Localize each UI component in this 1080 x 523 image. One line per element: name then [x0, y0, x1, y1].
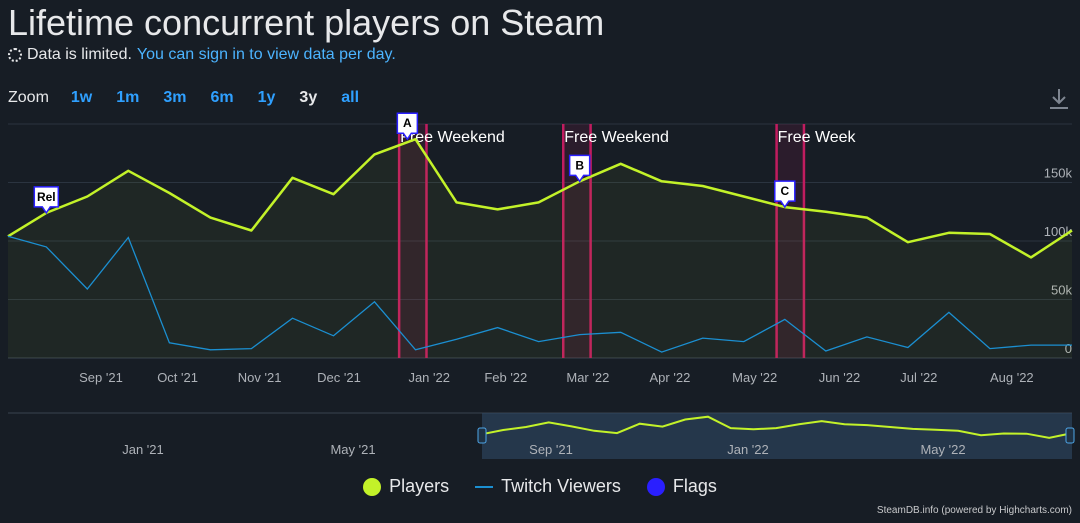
x-tick-label: Jan '22 [408, 370, 450, 385]
flag-label: B [575, 158, 584, 172]
x-tick-label: Jun '22 [819, 370, 861, 385]
y-tick-label: 150k [1044, 166, 1073, 181]
x-tick-label: Mar '22 [566, 370, 609, 385]
legend-flags-label: Flags [672, 476, 717, 496]
sign-in-link[interactable]: You can sign in to view data per day. [136, 46, 396, 63]
navigator-x-label: Jan '21 [122, 442, 164, 457]
chart-credits[interactable]: SteamDB.info (powered by Highcharts.com) [876, 505, 1072, 516]
limited-data-icon [8, 48, 22, 62]
flag-label: C [780, 184, 789, 198]
x-tick-label: Feb '22 [484, 370, 527, 385]
navigator-x-label: May '22 [920, 442, 965, 457]
legend-players[interactable]: Players [363, 476, 449, 497]
x-tick-label: Nov '21 [238, 370, 282, 385]
x-tick-label: Apr '22 [650, 370, 691, 385]
x-tick-label: May '22 [732, 370, 777, 385]
legend-twitch-marker [475, 485, 494, 488]
navigator-x-label: May '21 [330, 442, 375, 457]
zoom-label: Zoom [8, 89, 49, 106]
legend-flags[interactable]: Flags [646, 476, 717, 497]
navigator-selected-range [482, 413, 1072, 459]
legend-players-marker [363, 477, 382, 496]
flag-label: Rel [37, 190, 56, 204]
zoom-1w-button[interactable]: 1w [70, 89, 93, 106]
flag-marker [33, 186, 60, 215]
zoom-1y-button[interactable]: 1y [257, 89, 276, 106]
navigator-x-label: Sep '21 [529, 442, 573, 457]
event-band-label: Free Weekend [564, 129, 669, 146]
legend-twitch-label: Twitch Viewers [501, 476, 621, 496]
event-band [776, 124, 804, 358]
zoom-1m-button[interactable]: 1m [116, 89, 140, 106]
players-series-line [7, 137, 1073, 259]
zoom-6m-button[interactable]: 6m [210, 89, 234, 106]
flag-marker [568, 154, 591, 183]
legend-players-label: Players [389, 476, 450, 496]
data-limited-notice: Data is limited. You can sign in to view… [8, 46, 396, 64]
navigator-handle [477, 427, 487, 444]
x-tick-label: Sep '21 [79, 370, 123, 385]
x-tick-label: Oct '21 [157, 370, 198, 385]
page-title: Lifetime concurrent players on Steam [8, 2, 605, 43]
zoom-3m-button[interactable]: 3m [163, 89, 187, 106]
y-tick-label: 0 [1065, 341, 1072, 356]
event-band-label: Free Week [778, 129, 857, 146]
x-tick-label: Aug '22 [990, 370, 1034, 385]
legend-twitch[interactable]: Twitch Viewers [475, 476, 621, 497]
zoom-all-button[interactable]: all [341, 89, 360, 106]
players-area [8, 139, 1072, 358]
navigator-x-label: Jan '22 [727, 442, 769, 457]
flag-marker [774, 180, 796, 209]
flag-marker [396, 112, 419, 141]
zoom-controls: Zoom 1w 1m 3m 6m 1y 3y all [8, 89, 383, 107]
event-band-label: Free Weekend [400, 129, 505, 146]
flag-label: A [403, 116, 412, 130]
twitch-series-line [7, 235, 1072, 353]
x-tick-label: Jul '22 [900, 370, 937, 385]
event-band [399, 124, 427, 358]
chart-legend: Players Twitch Viewers Flags [0, 476, 1080, 497]
navigator-players-line [481, 415, 1073, 439]
download-icon[interactable] [1046, 86, 1072, 112]
zoom-3y-button[interactable]: 3y [299, 89, 318, 106]
navigator-handle [1065, 427, 1075, 444]
x-tick-label: Dec '21 [317, 370, 361, 385]
y-tick-label: 50k [1051, 283, 1072, 298]
legend-flags-marker [646, 477, 665, 496]
notice-text: Data is limited. [27, 46, 132, 63]
